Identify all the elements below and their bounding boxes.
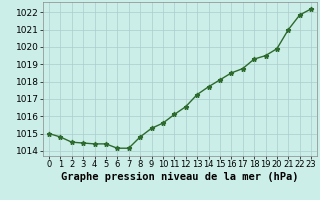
X-axis label: Graphe pression niveau de la mer (hPa): Graphe pression niveau de la mer (hPa) xyxy=(61,172,299,182)
